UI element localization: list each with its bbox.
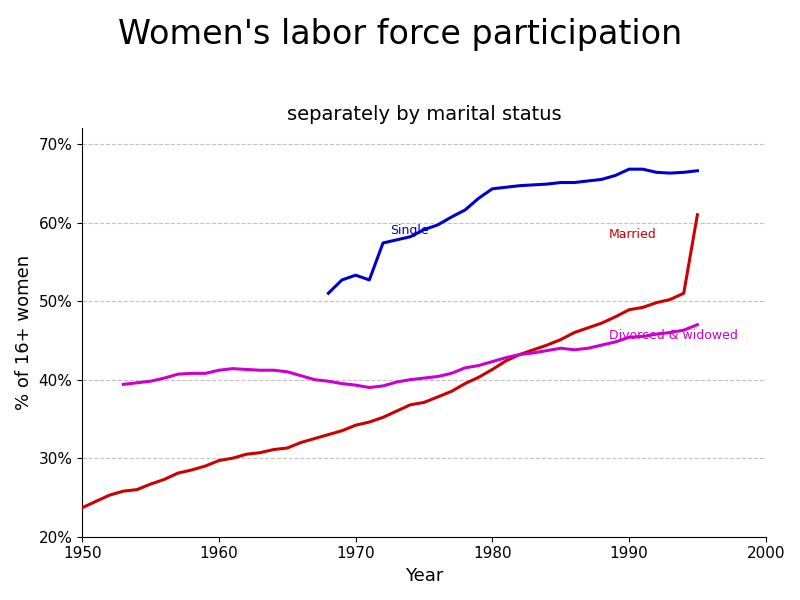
- Title: separately by marital status: separately by marital status: [286, 105, 562, 124]
- Text: Single: Single: [390, 224, 429, 237]
- Text: Married: Married: [609, 229, 656, 241]
- X-axis label: Year: Year: [405, 567, 443, 585]
- Text: Women's labor force participation: Women's labor force participation: [118, 18, 682, 51]
- Y-axis label: % of 16+ women: % of 16+ women: [15, 255, 33, 410]
- Text: Divorced & widowed: Divorced & widowed: [609, 329, 738, 342]
